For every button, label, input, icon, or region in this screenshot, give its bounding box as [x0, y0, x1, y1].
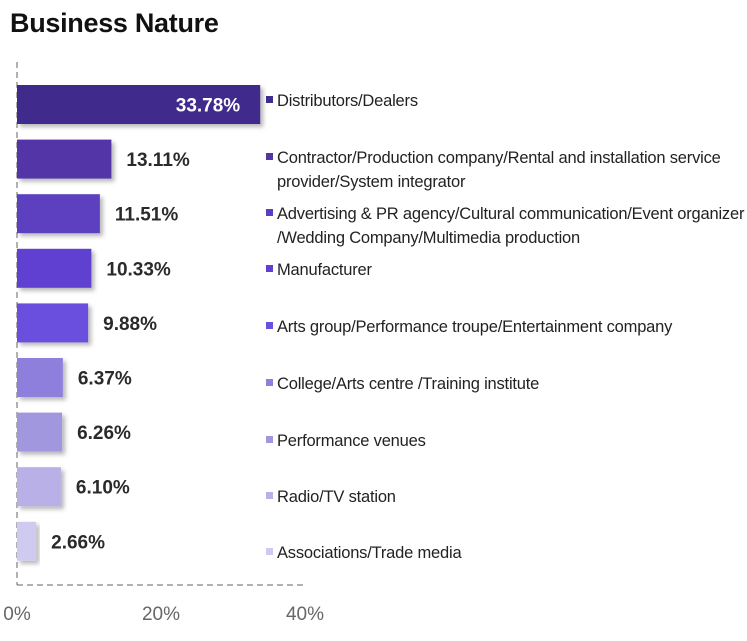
legend-item-0: Distributors/Dealers: [266, 89, 746, 113]
bar-7: [17, 467, 61, 507]
legend-item-7: Radio/TV station: [266, 485, 746, 509]
legend-swatch-1: [266, 153, 273, 160]
legend-swatch-4: [266, 322, 273, 329]
bar-0: [17, 85, 261, 124]
legend-item-1: Contractor/Production company/Rental and…: [266, 146, 746, 194]
legend-swatch-6: [266, 436, 273, 443]
legend-label-4: Arts group/Performance troupe/Entertainm…: [277, 318, 673, 336]
legend-item-4: Arts group/Performance troupe/Entertainm…: [266, 315, 746, 339]
legend-label-6: Performance venues: [277, 432, 426, 450]
legend-label-3: Manufacturer: [277, 261, 372, 279]
data-label-2: 11.51%: [115, 205, 178, 226]
data-label-8: 2.66%: [51, 532, 105, 553]
data-label-4: 9.88%: [103, 314, 157, 335]
bar-6: [17, 412, 63, 452]
bar-8: [17, 521, 37, 561]
legend-swatch-2: [266, 209, 273, 216]
legend-label-7: Radio/TV station: [277, 488, 396, 506]
legend-swatch-7: [266, 492, 273, 499]
bar-3: [17, 248, 92, 288]
legend-swatch-8: [266, 548, 273, 555]
legend-item-5: College/Arts centre /Training institute: [266, 372, 746, 396]
legend-item-2: Advertising & PR agency/Cultural communi…: [266, 202, 746, 250]
x-tick-label-2: 40%: [286, 604, 324, 625]
legend-label-5: College/Arts centre /Training institute: [277, 375, 540, 393]
legend-item-3: Manufacturer: [266, 258, 746, 282]
legend-label-1: Contractor/Production company/Rental and…: [277, 149, 721, 191]
bar-4: [17, 303, 89, 343]
legend: Distributors/Dealers Contractor/Productio…: [266, 0, 747, 641]
data-label-5: 6.37%: [78, 369, 132, 390]
bar-5: [17, 358, 63, 397]
bar-2: [17, 194, 100, 234]
bar-1: [17, 139, 112, 179]
x-tick-label-1: 20%: [142, 604, 180, 625]
legend-swatch-3: [266, 265, 273, 272]
data-label-0: 33.78%: [176, 96, 241, 117]
legend-label-2: Advertising & PR agency/Cultural communi…: [277, 205, 745, 247]
data-label-6: 6.26%: [77, 423, 131, 444]
legend-swatch-5: [266, 379, 273, 386]
chart-title: Business Nature: [10, 8, 219, 38]
legend-item-8: Associations/Trade media: [266, 541, 746, 565]
legend-label-8: Associations/Trade media: [277, 544, 462, 562]
legend-item-6: Performance venues: [266, 429, 746, 453]
x-tick-label-0: 0%: [3, 604, 31, 625]
legend-label-0: Distributors/Dealers: [277, 92, 418, 110]
data-label-1: 13.11%: [126, 150, 189, 171]
legend-swatch-0: [266, 96, 273, 103]
data-label-3: 10.33%: [106, 259, 171, 280]
data-label-7: 6.10%: [76, 478, 130, 499]
